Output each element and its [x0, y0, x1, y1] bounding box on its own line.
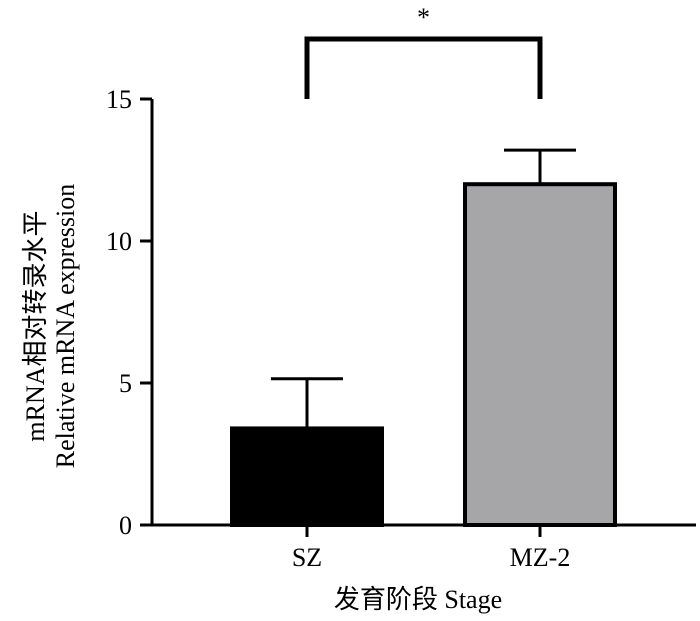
significance-layer: *	[304, 3, 543, 99]
y-tick-label-0: 0	[119, 511, 132, 540]
significance-bracket	[304, 36, 543, 99]
bar-SZ	[230, 426, 384, 527]
x-tick-label-MZ-2: MZ-2	[510, 543, 571, 572]
y-tick-label-10: 10	[106, 227, 132, 256]
axes-layer: 0 5 10 15 SZ MZ-2	[106, 85, 696, 572]
x-tick-label-SZ: SZ	[292, 543, 322, 572]
y-tick-label-5: 5	[119, 369, 132, 398]
bars-layer	[230, 182, 617, 527]
x-axis-title: 发育阶段 Stage	[334, 585, 502, 614]
y-axis-title-line1: mRNA相对转录水平	[21, 210, 50, 441]
significance-star: *	[417, 3, 430, 32]
y-tick-label-15: 15	[106, 85, 132, 114]
y-axis-title-line2: Relative mRNA expression	[51, 184, 80, 469]
error-bars-layer	[271, 148, 576, 429]
bar-MZ-2	[463, 182, 617, 527]
